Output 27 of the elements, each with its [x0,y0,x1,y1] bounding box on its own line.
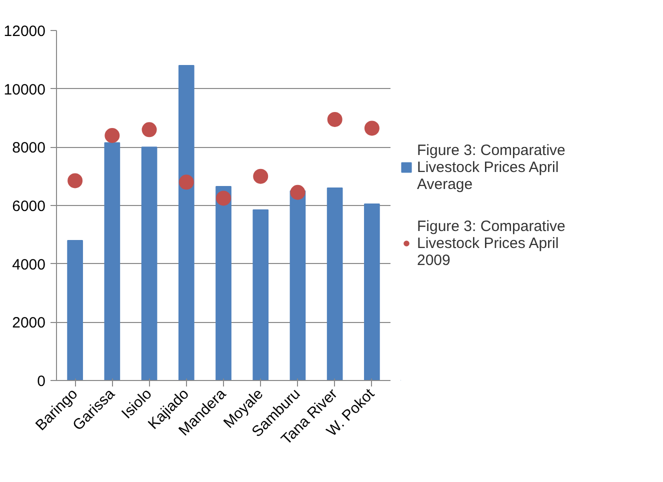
bar [364,204,380,380]
point [327,112,342,127]
point [364,120,380,136]
bar [252,209,269,380]
point [216,190,231,206]
y-tick-label: 2000 [12,314,46,332]
legend-label: Figure 3: Comparative Livestock Prices April Average [417,140,566,194]
y-tick-label: 8000 [12,140,46,157]
bar [326,188,343,380]
point [178,174,194,190]
y-tick-label: 12000 [4,23,46,40]
point [68,173,83,188]
y-tick-label: 4000 [12,256,46,274]
bar [178,65,194,380]
bar [216,186,232,380]
point [104,128,120,143]
point [290,184,306,200]
y-tick-label: 10000 [4,81,46,98]
y-tick-label: 6000 [12,198,46,215]
legend-label: Figure 3: Comparative Livestock Prices April 2009 [417,216,566,270]
bar [104,142,120,380]
bar [141,146,158,380]
bar [290,190,306,380]
point [253,168,268,184]
point [142,122,157,138]
y-tick-label: 0 [37,373,46,390]
bar [67,240,83,380]
